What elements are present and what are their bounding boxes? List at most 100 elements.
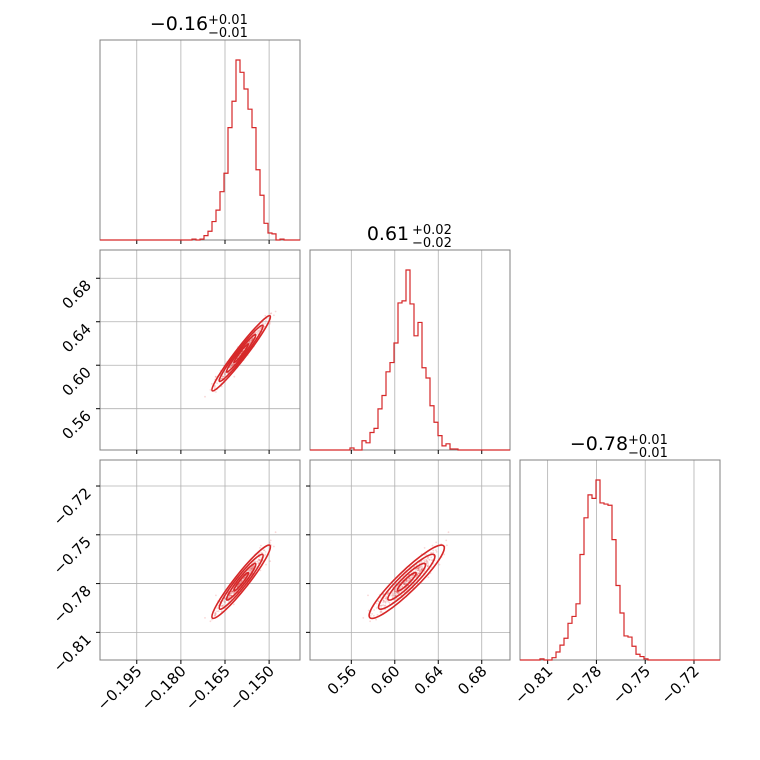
contour-level-20-2 xyxy=(218,553,264,611)
scatter-point-20 xyxy=(221,605,224,607)
scatter-point-21 xyxy=(406,580,409,583)
scatter-point-21 xyxy=(373,609,376,611)
scatter-point-20 xyxy=(222,600,225,602)
scatter-point-21 xyxy=(380,611,383,613)
contour-level-21-1 xyxy=(387,562,427,601)
xtick-label-param-2-3: −0.72 xyxy=(658,662,703,707)
scatter-point-21 xyxy=(407,580,410,582)
scatter-point-20 xyxy=(256,560,259,562)
scatter-point-20 xyxy=(240,580,243,582)
scatter-point-21 xyxy=(427,562,429,565)
xtick-label-param-1-0: 0.56 xyxy=(324,662,360,698)
scatter-point-20 xyxy=(240,581,242,584)
scatter-point-21 xyxy=(443,553,446,556)
scatter-point-20 xyxy=(269,560,272,563)
scatter-point-10 xyxy=(232,363,234,366)
scatter-point-20 xyxy=(263,549,266,552)
scatter-point-21 xyxy=(405,579,408,582)
scatter-point-21 xyxy=(382,599,385,602)
contour-level-21-2 xyxy=(377,553,436,611)
scatter-point-21 xyxy=(393,588,396,591)
scatter-point-20 xyxy=(229,595,231,597)
scatter-point-20 xyxy=(263,554,266,557)
scatter-point-21 xyxy=(412,574,415,577)
scatter-point-20 xyxy=(241,580,243,582)
scatter-point-10 xyxy=(249,339,252,342)
xtick-label-param-2-1: −0.78 xyxy=(560,662,605,707)
panel-frame-11 xyxy=(309,249,511,451)
contour-level-10-0 xyxy=(233,343,250,364)
scatter-point-21 xyxy=(396,591,399,594)
scatter-point-21 xyxy=(427,564,430,566)
scatter-point-20 xyxy=(241,579,244,582)
scatter-point-21 xyxy=(398,592,401,594)
scatter-point-21 xyxy=(379,610,382,613)
scatter-point-20 xyxy=(257,562,260,565)
scatter-point-20 xyxy=(217,610,220,613)
scatter-point-21 xyxy=(367,609,370,612)
scatter-point-21 xyxy=(417,569,420,571)
ytick-label-param-2-3: −0.72 xyxy=(50,484,95,529)
scatter-point-10 xyxy=(221,375,224,378)
scatter-point-20 xyxy=(214,614,217,617)
scatter-point-20 xyxy=(256,561,259,563)
scatter-point-20 xyxy=(260,544,262,547)
scatter-point-21 xyxy=(430,566,433,569)
scatter-point-10 xyxy=(249,341,252,344)
scatter-point-21 xyxy=(426,560,428,563)
scatter-point-20 xyxy=(249,570,251,572)
xtick-label-param-1-2: 0.64 xyxy=(411,662,447,698)
scatter-point-21 xyxy=(393,595,396,597)
scatter-point-21 xyxy=(387,600,389,603)
scatter-point-21 xyxy=(367,594,369,597)
scatter-point-21 xyxy=(399,587,401,589)
title-param-2-err-plus: +0.01 xyxy=(628,433,668,448)
scatter-point-20 xyxy=(274,531,277,534)
scatter-point-21 xyxy=(383,600,385,602)
panel-frame-10 xyxy=(99,249,301,451)
scatter-point-20 xyxy=(259,547,261,549)
scatter-point-21 xyxy=(427,556,429,559)
scatter-point-10 xyxy=(230,363,233,366)
scatter-point-20 xyxy=(249,569,252,572)
scatter-point-10 xyxy=(256,331,259,334)
scatter-point-10 xyxy=(222,375,225,378)
title-param-1-err-minus: −0.02 xyxy=(412,236,452,251)
scatter-point-21 xyxy=(405,580,408,582)
scatter-point-21 xyxy=(426,564,429,567)
scatter-point-10 xyxy=(248,340,251,343)
scatter-point-20 xyxy=(223,601,226,604)
scatter-point-21 xyxy=(386,592,389,595)
scatter-point-21 xyxy=(404,582,407,584)
panel-frame-00 xyxy=(99,39,301,241)
scatter-point-21 xyxy=(375,618,377,621)
scatter-point-21 xyxy=(447,531,450,534)
scatter-point-21 xyxy=(407,578,410,580)
xtick-label-param-2-0: −0.81 xyxy=(511,662,556,707)
scatter-point-20 xyxy=(230,592,233,595)
scatter-point-20 xyxy=(260,551,263,554)
scatter-point-21 xyxy=(435,549,437,552)
scatter-point-10 xyxy=(269,322,271,325)
panel-frame-21 xyxy=(309,459,511,661)
scatter-point-20 xyxy=(248,568,251,571)
scatter-point-20 xyxy=(237,583,240,586)
scatter-point-21 xyxy=(430,552,433,554)
scatter-point-21 xyxy=(417,567,420,570)
scatter-point-10 xyxy=(269,312,272,315)
scatter-point-10 xyxy=(229,366,232,369)
scatter-point-20 xyxy=(239,582,242,585)
scatter-point-10 xyxy=(224,373,227,376)
scatter-point-21 xyxy=(387,591,390,594)
scatter-point-10 xyxy=(259,328,262,331)
scatter-point-10 xyxy=(250,339,253,342)
scatter-point-21 xyxy=(375,602,378,605)
scatter-point-20 xyxy=(211,618,213,621)
scatter-point-21 xyxy=(394,588,396,591)
scatter-point-21 xyxy=(435,551,438,553)
panel-hist-1: 0.61 +0.02 −0.02 xyxy=(367,223,452,251)
panel-hist-2: −0.78 +0.01 −0.01 xyxy=(570,433,668,461)
scatter-point-20 xyxy=(231,590,234,593)
scatter-point-20 xyxy=(231,590,234,593)
